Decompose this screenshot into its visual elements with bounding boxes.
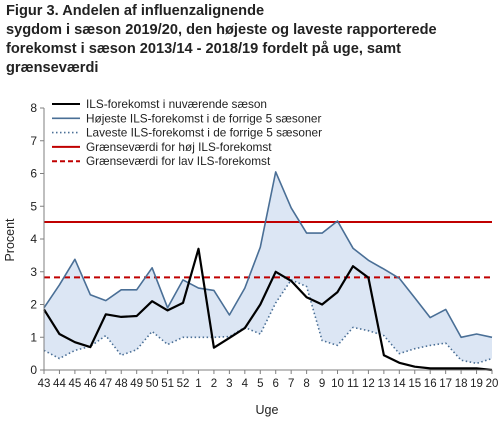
band-layer [44,171,492,364]
x-tick-label: 49 [130,378,143,390]
x-tick-label: 5 [257,378,263,390]
y-tick-label: 2 [30,298,37,312]
legend-label-3: Grænseværdi for høj ILS-forekomst [86,140,272,154]
x-axis-label: Uge [256,403,279,417]
y-tick-label: 7 [30,134,37,148]
x-tick-label: 46 [84,378,97,390]
x-tick-label: 19 [470,378,483,390]
x-tick-label: 17 [439,378,452,390]
y-tick-label: 5 [30,199,37,213]
x-tick-label: 9 [319,378,325,390]
series-line-1 [43,171,493,339]
x-tick-label: 48 [115,378,128,390]
x-tick-label: 8 [303,378,309,390]
x-tick-label: 50 [146,378,159,390]
series-layer [43,171,493,372]
x-tick-label: 4 [242,378,249,390]
x-tick-label: 18 [455,378,468,390]
x-tick-label: 15 [408,378,421,390]
y-tick-label: 1 [30,330,37,344]
y-tick-label: 4 [30,232,37,246]
y-axis-label: Procent [3,218,17,262]
y-tick-label: 8 [30,101,37,115]
legend-label-1: Højeste ILS-forekomst i de forrige 5 sæs… [86,111,321,125]
x-tick-label: 45 [68,378,81,390]
x-tick-label: 1 [195,378,201,390]
x-tick-label: 14 [393,378,406,390]
x-tick-label: 20 [486,378,499,390]
chart-title: Figur 3. Andelen af influenzalignende sy… [6,3,437,76]
x-tick-label: 13 [377,378,390,390]
x-tick-label: 2 [211,378,217,390]
y-tick-label: 0 [30,363,37,377]
x-tick-label: 43 [38,378,51,390]
x-tick-label: 7 [288,378,294,390]
y-tick-label: 3 [30,265,37,279]
x-tick-label: 12 [362,378,375,390]
legend-label-0: ILS-forekomst i nuværende sæson [86,97,267,111]
range-band [44,171,492,364]
x-tick-label: 10 [331,378,344,390]
legend-label-4: Grænseværdi for lav ILS-forekomst [86,154,271,168]
x-tick-label: 44 [53,378,66,390]
x-tick-label: 6 [273,378,279,390]
x-tick-label: 47 [99,378,112,390]
y-tick-label: 6 [30,167,37,181]
x-tick-label: 16 [424,378,437,390]
legend-label-2: Laveste ILS-forekomst i de forrige 5 sæs… [86,126,322,140]
series-line-0 [43,247,493,372]
x-tick-label: 3 [226,378,232,390]
x-tick-label: 52 [177,378,190,390]
x-tick-label: 11 [347,378,359,390]
x-tick-label: 51 [161,378,174,390]
